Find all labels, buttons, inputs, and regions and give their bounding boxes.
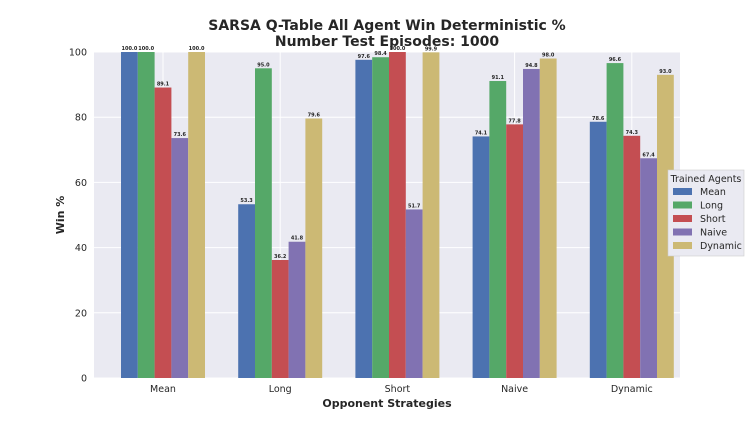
bar — [238, 204, 255, 378]
data-label: 98.0 — [542, 53, 555, 59]
bar — [255, 68, 272, 379]
bar — [405, 209, 423, 378]
data-labels-group: 100.0 53.3 97.6 74.1 78.6 100.0 95.0 98.4 91.1 96… — [121, 46, 672, 260]
legend-title: Trained Agents — [670, 174, 742, 185]
data-label: 78.6 — [592, 116, 605, 122]
x-tick-labels: Mean Long Short Naive Dynamic — [150, 384, 653, 395]
data-label: 53.3 — [240, 198, 253, 204]
legend-items: Mean Long Short Naive Dynamic — [673, 187, 742, 252]
data-label: 95.0 — [257, 62, 270, 68]
data-label: 74.3 — [626, 130, 639, 136]
data-label: 36.2 — [274, 254, 287, 260]
data-label: 51.7 — [408, 203, 421, 209]
bar — [389, 52, 406, 378]
data-label: 100.0 — [138, 46, 154, 52]
legend-swatch — [673, 215, 692, 222]
bar — [472, 136, 490, 378]
legend: Trained Agents Mean Long Short Naive Dynamic — [667, 169, 745, 257]
legend-box — [667, 169, 745, 257]
bars-group — [121, 52, 674, 379]
y-tick-label: 100 — [69, 48, 87, 59]
legend-swatch — [673, 242, 692, 249]
bar — [489, 81, 507, 378]
chart-subtitle: Number Test Episodes: 1000 — [275, 34, 500, 50]
y-tick-label: 40 — [75, 243, 87, 254]
legend-label: Naive — [700, 228, 727, 239]
bar — [171, 138, 189, 378]
bar — [355, 59, 373, 378]
data-label: 94.8 — [525, 63, 538, 69]
bar — [640, 158, 657, 378]
bar — [506, 124, 523, 378]
bar — [188, 52, 205, 378]
data-label: 100.0 — [189, 46, 205, 52]
bar — [372, 57, 389, 378]
data-label: 100.0 — [121, 46, 137, 52]
data-label: 77.8 — [508, 118, 521, 124]
bar — [121, 52, 138, 378]
legend-swatch — [673, 201, 692, 209]
chart-title: SARSA Q-Table All Agent Win Deterministi… — [208, 18, 565, 34]
y-tick-label: 20 — [75, 308, 87, 319]
data-label: 100.0 — [389, 46, 405, 52]
data-label: 74.1 — [475, 130, 488, 136]
data-label: 41.8 — [291, 236, 304, 242]
y-tick-label: 0 — [81, 374, 87, 385]
x-tick-label: Short — [385, 384, 411, 395]
data-label: 79.6 — [308, 113, 321, 119]
data-label: 93.0 — [659, 69, 672, 75]
legend-swatch — [673, 188, 692, 195]
bar — [422, 52, 440, 379]
x-axis-label: Opponent Strategies — [322, 397, 452, 410]
legend-label: Dynamic — [700, 241, 742, 252]
x-tick-label: Mean — [150, 384, 176, 395]
x-tick-label: Long — [269, 384, 292, 395]
bar — [137, 52, 155, 378]
bar — [539, 58, 557, 379]
bar — [523, 68, 540, 379]
data-label: 99.9 — [425, 46, 438, 52]
y-axis-label: Win % — [54, 196, 67, 235]
legend-swatch — [673, 228, 692, 236]
bar — [623, 135, 641, 378]
y-tick-label: 60 — [75, 178, 87, 189]
data-label: 67.4 — [642, 152, 655, 158]
data-label: 97.6 — [358, 54, 371, 60]
legend-label: Short — [700, 214, 726, 225]
bar — [154, 87, 172, 378]
data-label: 89.1 — [157, 82, 170, 88]
bar — [271, 259, 289, 378]
y-tick-label: 80 — [75, 113, 87, 124]
x-tick-label: Dynamic — [611, 384, 653, 395]
bar — [589, 121, 607, 378]
bar — [305, 118, 323, 378]
bar — [288, 241, 306, 378]
bar — [606, 63, 624, 379]
legend-label: Long — [700, 201, 723, 212]
legend-label: Mean — [700, 187, 726, 198]
bar — [657, 74, 674, 378]
data-label: 98.4 — [374, 51, 387, 57]
data-label: 91.1 — [492, 75, 505, 81]
y-tick-labels: 0 20 40 60 80 100 — [69, 48, 87, 385]
x-tick-label: Naive — [501, 384, 528, 395]
data-label: 73.6 — [174, 132, 187, 138]
data-label: 96.6 — [609, 57, 622, 63]
